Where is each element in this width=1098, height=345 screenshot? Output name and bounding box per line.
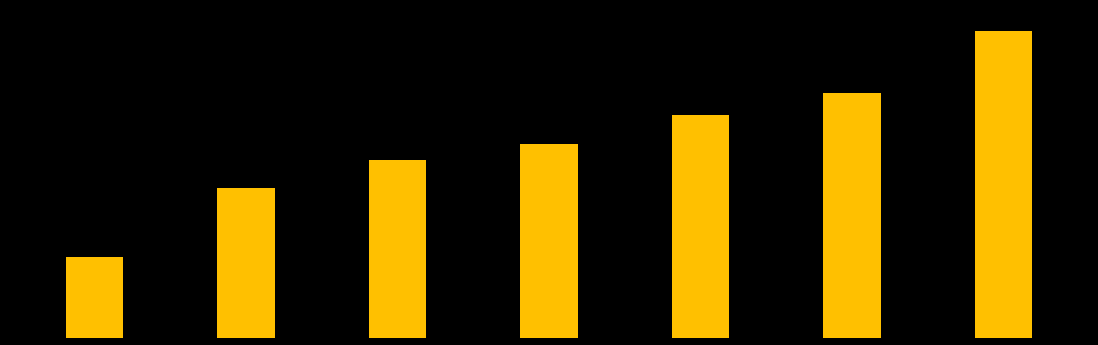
Bar xyxy=(520,144,578,338)
Bar xyxy=(369,160,426,338)
Text: 11,0: 11,0 xyxy=(377,165,418,183)
Text: 13,8: 13,8 xyxy=(680,120,721,138)
Bar xyxy=(975,31,1032,338)
Text: 5,0: 5,0 xyxy=(80,262,109,280)
Bar xyxy=(672,115,729,338)
Bar xyxy=(824,92,881,338)
Bar xyxy=(217,188,274,338)
Text: 15,2: 15,2 xyxy=(831,97,873,115)
Text: 12,0: 12,0 xyxy=(528,149,570,167)
Bar xyxy=(66,257,123,338)
Text: 9,3: 9,3 xyxy=(231,193,260,211)
Text: 19,0: 19,0 xyxy=(983,36,1024,54)
